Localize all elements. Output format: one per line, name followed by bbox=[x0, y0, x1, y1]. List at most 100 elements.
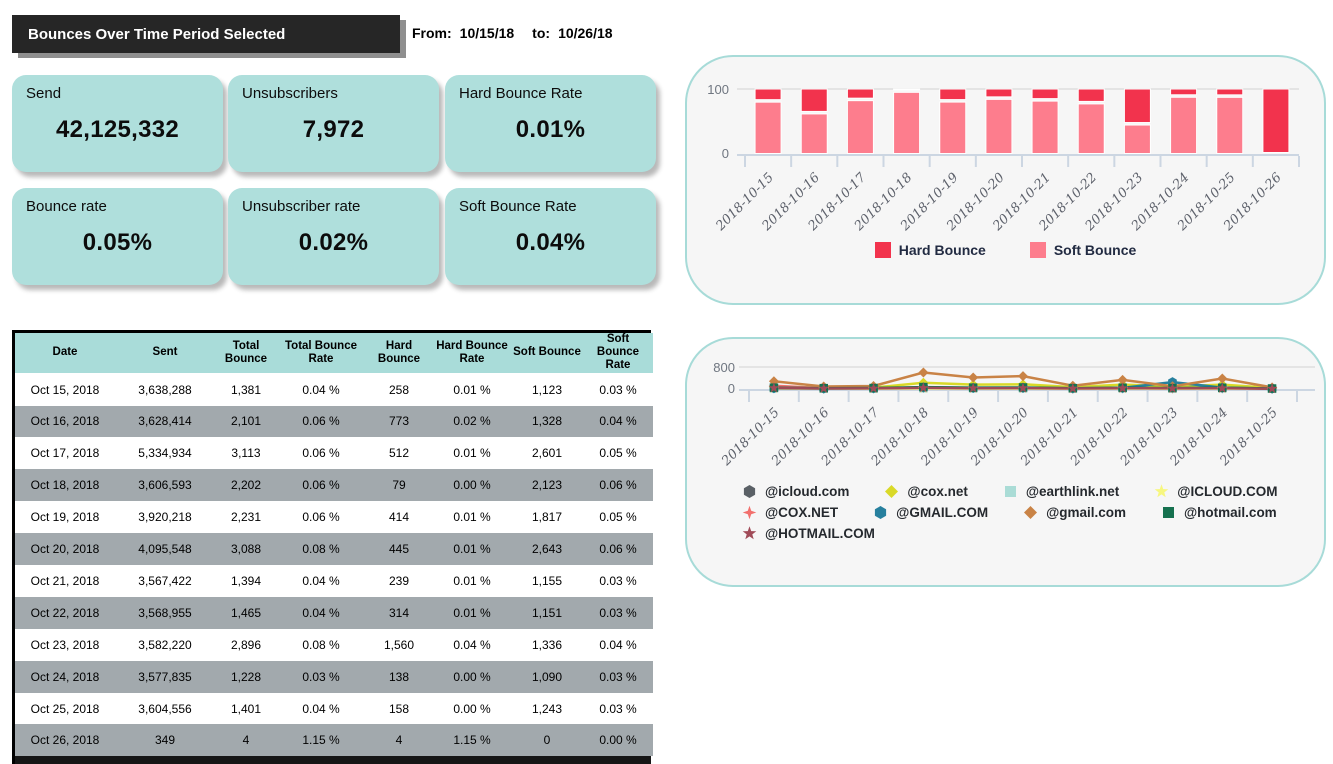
to-date-value[interactable]: 10/26/18 bbox=[558, 25, 613, 41]
legend-swatch-icon bbox=[875, 242, 891, 258]
legend-item-hard-bounce[interactable]: Hard Bounce bbox=[875, 242, 986, 258]
cell-hard-bounce: 4 bbox=[365, 724, 433, 756]
legend-label: Hard Bounce bbox=[899, 242, 986, 258]
legend-item-icloud.com[interactable]: @icloud.com bbox=[741, 483, 849, 500]
hexagon-marker-icon[interactable] bbox=[744, 485, 755, 498]
cell-sent: 4,095,548 bbox=[115, 533, 215, 565]
cell-date: Oct 23, 2018 bbox=[15, 629, 115, 661]
cell-hard-bounce: 158 bbox=[365, 693, 433, 725]
cell-soft-bounce-rate: 0.03 % bbox=[583, 693, 653, 725]
soft-bounce-segment bbox=[1032, 101, 1058, 153]
bar-2018-10-15[interactable] bbox=[755, 89, 781, 154]
legend-label: @ICLOUD.COM bbox=[1177, 484, 1277, 499]
diamond-marker-icon[interactable] bbox=[885, 485, 898, 498]
cell-sent: 3,604,556 bbox=[115, 693, 215, 725]
cell-hard-bounce-rate: 0.01 % bbox=[433, 437, 511, 469]
cell-hard-bounce-rate: 0.01 % bbox=[433, 533, 511, 565]
hard-bounce-segment bbox=[1263, 89, 1289, 153]
cell-total-bounce-rate: 0.08 % bbox=[277, 629, 365, 661]
marker-gmail.com[interactable] bbox=[918, 368, 928, 378]
legend-label: @gmail.com bbox=[1046, 505, 1126, 520]
hexagon-marker-icon[interactable] bbox=[875, 506, 886, 519]
legend-item-earthlink.net[interactable]: @earthlink.net bbox=[1002, 483, 1119, 500]
kpi-value: 42,125,332 bbox=[26, 116, 209, 144]
cell-total-bounce: 2,231 bbox=[215, 501, 277, 533]
cell-soft-bounce-rate: 0.03 % bbox=[583, 661, 653, 693]
bar-2018-10-19[interactable] bbox=[940, 89, 966, 154]
bar-2018-10-20[interactable] bbox=[986, 89, 1012, 154]
legend-item-soft-bounce[interactable]: Soft Bounce bbox=[1030, 242, 1136, 258]
cell-hard-bounce-rate: 0.01 % bbox=[433, 374, 511, 406]
cell-total-bounce-rate: 0.04 % bbox=[277, 565, 365, 597]
cell-total-bounce-rate: 0.04 % bbox=[277, 693, 365, 725]
diamond-marker-icon[interactable] bbox=[1024, 506, 1037, 519]
cell-soft-bounce-rate: 0.04 % bbox=[583, 629, 653, 661]
star4-marker-icon bbox=[741, 504, 758, 521]
cell-hard-bounce: 445 bbox=[365, 533, 433, 565]
bar-y-tick-0: 0 bbox=[722, 146, 729, 161]
from-date-value[interactable]: 10/15/18 bbox=[460, 25, 515, 41]
cell-date: Oct 22, 2018 bbox=[15, 597, 115, 629]
hard-bounce-segment bbox=[1171, 89, 1197, 95]
cell-date: Oct 20, 2018 bbox=[15, 533, 115, 565]
hard-bounce-segment bbox=[1032, 89, 1058, 99]
cell-sent: 5,334,934 bbox=[115, 437, 215, 469]
cell-hard-bounce-rate: 0.01 % bbox=[433, 597, 511, 629]
square-marker-icon[interactable] bbox=[1005, 486, 1016, 497]
cell-soft-bounce-rate: 0.06 % bbox=[583, 533, 653, 565]
star4-marker-icon[interactable] bbox=[743, 506, 757, 520]
bar-2018-10-25[interactable] bbox=[1217, 89, 1243, 154]
bar-2018-10-24[interactable] bbox=[1171, 89, 1197, 154]
cell-total-bounce: 2,202 bbox=[215, 469, 277, 501]
legend-item-icloud.com[interactable]: @ICLOUD.COM bbox=[1153, 483, 1277, 500]
bar-2018-10-21[interactable] bbox=[1032, 89, 1058, 154]
kpi-card-send: Send 42,125,332 bbox=[12, 75, 223, 172]
bar-2018-10-22[interactable] bbox=[1078, 89, 1104, 154]
cell-soft-bounce-rate: 0.06 % bbox=[583, 469, 653, 501]
cell-hard-bounce-rate: 0.01 % bbox=[433, 501, 511, 533]
legend-item-hotmail.com[interactable]: @hotmail.com bbox=[1160, 504, 1277, 521]
legend-item-hotmail.com[interactable]: @HOTMAIL.COM bbox=[741, 525, 875, 542]
hexagon-marker-icon bbox=[741, 483, 758, 500]
cell-sent: 3,568,955 bbox=[115, 597, 215, 629]
star5-marker-icon[interactable] bbox=[743, 526, 757, 539]
soft-bounce-segment bbox=[940, 102, 966, 153]
cell-hard-bounce: 1,560 bbox=[365, 629, 433, 661]
square-marker-icon bbox=[1160, 504, 1177, 521]
legend-label: @COX.NET bbox=[765, 505, 838, 520]
cell-date: Oct 26, 2018 bbox=[15, 724, 115, 756]
legend-label: @cox.net bbox=[907, 484, 967, 499]
legend-label: @earthlink.net bbox=[1026, 484, 1119, 499]
square-marker-icon[interactable] bbox=[1163, 507, 1174, 518]
legend-item-gmail.com[interactable]: @GMAIL.COM bbox=[872, 504, 988, 521]
legend-item-gmail.com[interactable]: @gmail.com bbox=[1022, 504, 1126, 521]
marker-gmail.com[interactable] bbox=[968, 373, 978, 383]
star5-marker-icon[interactable] bbox=[1155, 484, 1169, 497]
legend-item-cox.net[interactable]: @COX.NET bbox=[741, 504, 838, 521]
hard-bounce-segment bbox=[940, 89, 966, 100]
marker-gmail.com[interactable] bbox=[1217, 374, 1227, 384]
cell-soft-bounce: 2,643 bbox=[511, 533, 583, 565]
cell-soft-bounce: 1,090 bbox=[511, 661, 583, 693]
column-header-hard-bounce: Hard Bounce bbox=[365, 333, 433, 374]
soft-bounce-segment bbox=[1124, 125, 1150, 153]
legend-item-cox.net[interactable]: @cox.net bbox=[883, 483, 967, 500]
bar-2018-10-18[interactable] bbox=[894, 89, 920, 154]
cell-soft-bounce: 1,243 bbox=[511, 693, 583, 725]
kpi-card-unsubscribers: Unsubscribers 7,972 bbox=[228, 75, 439, 172]
bar-2018-10-17[interactable] bbox=[847, 89, 873, 154]
marker-gmail.com[interactable] bbox=[1018, 371, 1028, 381]
bar-2018-10-26[interactable] bbox=[1263, 89, 1289, 153]
bar-y-tick-100: 100 bbox=[707, 82, 729, 97]
cell-hard-bounce: 138 bbox=[365, 661, 433, 693]
kpi-value: 7,972 bbox=[242, 116, 425, 144]
bar-2018-10-23[interactable] bbox=[1124, 89, 1150, 154]
bar-2018-10-16[interactable] bbox=[801, 89, 827, 154]
